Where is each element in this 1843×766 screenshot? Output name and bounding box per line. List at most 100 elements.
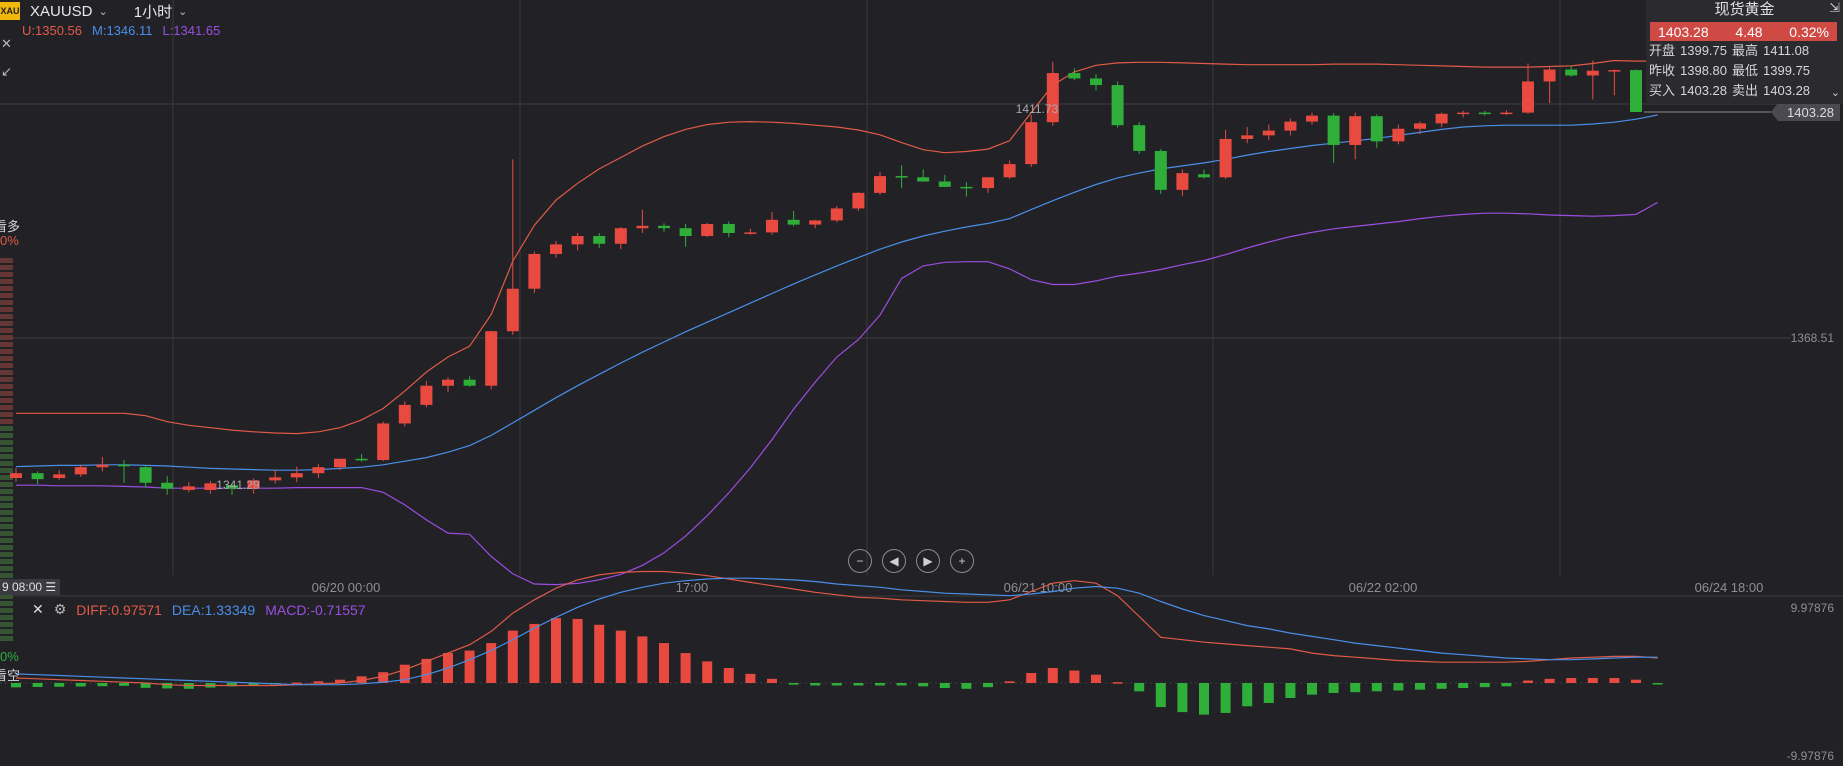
candle	[1500, 110, 1513, 115]
candle-body	[1198, 174, 1210, 178]
candle	[1392, 124, 1405, 145]
ask-value: 1403.28	[1763, 83, 1811, 98]
macd-bar	[1609, 678, 1620, 683]
sentiment-strip-cell	[0, 405, 13, 410]
sentiment-strip-cell	[0, 461, 13, 466]
sentiment-strip-cell	[0, 503, 13, 508]
sentiment-strip-cell	[0, 468, 13, 473]
boll-middle-value: M:1346.11	[92, 23, 153, 38]
macd-bar	[1566, 678, 1577, 683]
macd-bar	[896, 683, 907, 686]
close-icon[interactable]: ✕	[1, 36, 12, 51]
macd-axis-tick-label: -9.97876	[1787, 749, 1835, 763]
time-cursor-label: 9 08:00 ☰	[0, 579, 61, 595]
sentiment-strip-cell	[0, 286, 13, 291]
macd-bar	[983, 683, 993, 688]
candle-body	[766, 219, 778, 233]
collapse-icon[interactable]: ↙	[1, 64, 12, 79]
candle	[1370, 114, 1383, 148]
macd-bar	[1631, 679, 1641, 683]
x-axis-tick-label: 06/24 18:00	[1695, 580, 1764, 595]
candle	[1306, 112, 1318, 125]
candle	[398, 401, 411, 427]
candle	[593, 232, 606, 248]
macd-dea-line	[15, 577, 1658, 686]
sentiment-strip-cell	[0, 496, 13, 501]
candle	[506, 159, 519, 335]
x-axis-tick-label: 06/20 00:00	[312, 580, 381, 595]
menu-icon[interactable]: ☰	[45, 580, 57, 594]
macd-axis-tick-label: 9.97876	[1791, 601, 1835, 615]
macd-bar	[464, 650, 475, 683]
candle-body	[398, 404, 411, 424]
sentiment-strip-cell	[0, 300, 13, 305]
candle-body	[10, 473, 22, 478]
macd-bar	[1285, 683, 1296, 698]
boll-upper-value: U:1350.56	[22, 23, 82, 38]
boll-legend: U:1350.56 M:1346.11 L:1341.65	[22, 23, 220, 38]
period-selector[interactable]: 1小时	[133, 3, 173, 21]
candle-body	[1003, 164, 1016, 178]
chevron-down-icon[interactable]: ⌄	[98, 5, 108, 18]
candle-body	[420, 385, 433, 405]
skip-forward-button[interactable]: ▶	[916, 549, 940, 573]
high-label: 最高	[1732, 43, 1759, 58]
candle-body	[1090, 78, 1102, 86]
candle-body	[118, 464, 130, 467]
candle	[1262, 124, 1275, 141]
sentiment-strip-cell	[0, 349, 13, 354]
sentiment-strip-cell	[0, 307, 13, 312]
candle-body	[506, 288, 519, 332]
candle	[269, 469, 282, 484]
candle-body	[1586, 70, 1599, 76]
chevron-down-icon[interactable]: ⌄	[178, 5, 188, 18]
macd-bar	[853, 683, 864, 686]
zoom-out-button[interactable]: −	[848, 549, 872, 573]
chevron-down-icon[interactable]: ⌄	[1830, 87, 1840, 99]
candle-body	[809, 220, 822, 225]
macd-bar	[421, 658, 432, 683]
sentiment-strip-cell	[0, 545, 13, 550]
panel-toggle-icon[interactable]: ⇲	[1829, 0, 1840, 15]
gear-icon[interactable]: ⚙	[53, 601, 67, 617]
candle	[1478, 110, 1491, 116]
candle	[636, 209, 649, 233]
macd-bar	[1112, 682, 1123, 684]
candle-body	[1046, 73, 1059, 123]
sentiment-strip-cell	[0, 321, 13, 326]
quote-row-close: 昨收 1398.80 最低 1399.75	[1649, 61, 1843, 81]
macd-bar	[32, 683, 43, 687]
sentiment-strip-cell	[0, 489, 13, 494]
candle-body	[787, 219, 800, 225]
macd-bar	[529, 623, 540, 683]
candle-body	[1522, 81, 1534, 113]
symbol-selector[interactable]: XAUUSD	[30, 2, 93, 20]
close-icon[interactable]: ✕	[32, 601, 44, 617]
time-cursor-value: 9 08:00	[2, 580, 43, 594]
candle	[744, 228, 757, 235]
macd-bar	[810, 683, 821, 686]
sentiment-strip-cell	[0, 552, 13, 557]
sentiment-strip-cell	[0, 447, 13, 452]
macd-bar	[1004, 681, 1015, 683]
candle-body	[1543, 69, 1556, 82]
candle	[1219, 129, 1232, 180]
last-price-label: 1403.28	[1787, 105, 1834, 120]
macd-bar	[1091, 674, 1101, 683]
candle-body	[1111, 85, 1124, 126]
candle	[442, 377, 454, 393]
candle-body	[96, 464, 109, 468]
candle-body	[874, 176, 886, 193]
high-annotation: 1411.73	[1016, 102, 1059, 116]
macd-bar	[1177, 683, 1188, 713]
candle	[420, 380, 433, 408]
quote-change-percent: 0.32%	[1789, 23, 1829, 40]
candle	[722, 221, 735, 238]
bull-percent: 0%	[0, 233, 19, 248]
zoom-in-button[interactable]: +	[950, 549, 974, 573]
boll-lower-line	[16, 201, 1658, 586]
candle-body	[53, 474, 66, 478]
sentiment-strip-cell	[0, 566, 13, 571]
skip-back-button[interactable]: ◀	[882, 549, 906, 573]
